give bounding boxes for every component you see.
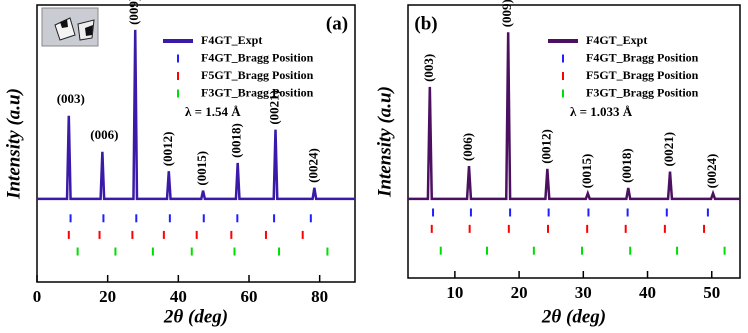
annotation: λ = 1.033 Å [570,104,633,119]
x-tick-label: 30 [575,283,592,302]
panel-title: (b) [414,13,437,34]
x-tick-label: 20 [511,283,528,302]
x-tick-label: 80 [311,287,328,306]
peak-label: (009) [126,0,141,25]
x-tick-label: 0 [33,287,42,306]
legend-label: F4GT_Expt [201,33,262,47]
legend-label: F3GT_Bragg Position [201,85,314,99]
legend-label: F3GT_Bragg Position [586,85,699,99]
panel-a-frame [36,4,356,283]
legend-label: F4GT_Bragg Position [201,50,314,64]
peak-label: (0012) [538,129,553,164]
x-tick-label: 20 [99,287,116,306]
peak-label: (003) [57,91,85,106]
peak-label: (0015) [194,151,209,186]
pattern-line [408,32,740,201]
panel-b-frame [407,4,741,279]
peak-label: (0021) [661,132,676,167]
peak-label: (006) [460,133,475,161]
x-tick-label: 40 [639,283,656,302]
peak-label: (0012) [160,132,175,167]
peak-label: (003) [421,54,436,82]
legend-label: F4GT_Expt [586,33,647,47]
peak-label: (0018) [619,148,634,183]
legend-label: F4GT_Bragg Position [586,50,699,64]
x-tick-label: 60 [241,287,258,306]
y-axis-label: Intensity (a.u) [374,86,395,198]
peak-label: (0021) [266,90,281,125]
annotation: λ = 1.54 Å [185,104,241,119]
inset-photo [41,7,99,47]
y-axis-label: Intensity (a.u) [3,88,24,200]
x-tick-label: 50 [703,283,720,302]
pattern-line [37,29,355,201]
peak-label: (009) [499,0,514,27]
peak-label: (006) [90,127,118,142]
peak-label: (0015) [579,154,594,189]
x-axis-label: 2θ (deg) [541,306,606,327]
legend-label: F5GT_Bragg Position [201,68,314,82]
peak-label: (0024) [305,148,320,183]
x-tick-label: 40 [170,287,187,306]
x-axis-label: 2θ (deg) [163,306,228,327]
peak-label: (0018) [229,123,244,158]
panel-title: (a) [326,13,348,34]
x-tick-label: 10 [446,283,463,302]
peak-label: (0024) [704,154,719,189]
legend-label: F5GT_Bragg Position [586,68,699,82]
